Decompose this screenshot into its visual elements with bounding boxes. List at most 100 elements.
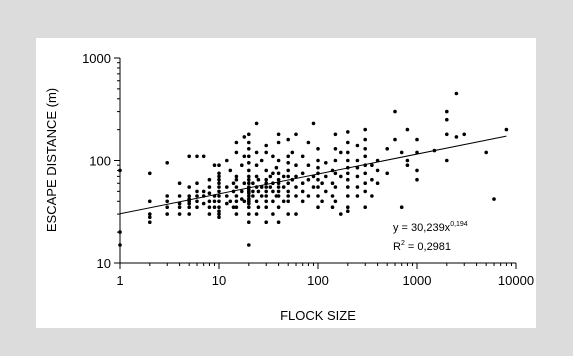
data-point bbox=[316, 165, 320, 170]
data-point bbox=[234, 174, 239, 179]
data-point bbox=[363, 205, 368, 209]
data-point bbox=[234, 205, 239, 209]
data-point bbox=[281, 174, 286, 179]
data-point bbox=[320, 181, 324, 185]
data-point bbox=[355, 143, 360, 148]
points-layer bbox=[118, 91, 509, 247]
data-point bbox=[415, 177, 419, 182]
y-tick-label: 1000 bbox=[82, 51, 111, 66]
data-point bbox=[346, 150, 350, 155]
data-point bbox=[306, 140, 311, 145]
data-point bbox=[462, 132, 467, 137]
data-point bbox=[415, 150, 419, 155]
data-point bbox=[212, 205, 217, 209]
data-point bbox=[286, 154, 290, 159]
data-point bbox=[259, 194, 264, 198]
data-point bbox=[259, 158, 264, 163]
data-point bbox=[454, 135, 459, 139]
data-point bbox=[355, 158, 360, 163]
data-point bbox=[300, 171, 305, 176]
data-point bbox=[405, 158, 410, 163]
scatter-chart: 1 10 100 1000 10000 10 100 1000 y = 30,239x0,19… bbox=[44, 51, 534, 323]
data-point bbox=[276, 194, 281, 198]
y-tick-label: 100 bbox=[89, 154, 111, 169]
data-point bbox=[217, 189, 221, 194]
data-point bbox=[177, 181, 182, 185]
data-point bbox=[316, 205, 320, 209]
data-point bbox=[300, 154, 305, 159]
data-point bbox=[217, 199, 221, 204]
data-point bbox=[234, 194, 239, 198]
data-point bbox=[393, 137, 397, 142]
chart-frame: 1 10 100 1000 10000 10 100 1000 y = 30,239x0,19… bbox=[36, 38, 536, 328]
data-point bbox=[217, 215, 221, 219]
data-point bbox=[370, 163, 374, 167]
data-point bbox=[254, 150, 259, 155]
data-point bbox=[294, 212, 298, 216]
data-point bbox=[333, 147, 338, 151]
data-point bbox=[286, 181, 290, 185]
data-point bbox=[276, 205, 281, 209]
data-point bbox=[118, 243, 122, 247]
data-point bbox=[294, 194, 298, 198]
data-point bbox=[242, 154, 247, 159]
data-point bbox=[165, 161, 169, 165]
data-point bbox=[217, 194, 221, 198]
data-point bbox=[254, 174, 259, 179]
data-point bbox=[217, 174, 221, 179]
data-point bbox=[268, 185, 273, 189]
data-point bbox=[274, 165, 279, 170]
data-point bbox=[247, 177, 251, 182]
data-point bbox=[370, 177, 374, 182]
data-point bbox=[363, 189, 368, 194]
data-point bbox=[355, 174, 360, 179]
fit-equation: y = 30,239x0,194 bbox=[393, 221, 468, 234]
data-point bbox=[355, 165, 360, 170]
data-point bbox=[330, 205, 335, 209]
data-point bbox=[294, 174, 298, 179]
data-point bbox=[217, 205, 221, 209]
data-point bbox=[346, 130, 350, 134]
data-point bbox=[346, 194, 350, 198]
data-point bbox=[286, 189, 290, 194]
data-point bbox=[363, 181, 368, 185]
data-point bbox=[276, 132, 281, 137]
data-point bbox=[251, 189, 255, 194]
data-point bbox=[330, 194, 335, 198]
data-point bbox=[207, 205, 212, 209]
data-point bbox=[264, 199, 268, 204]
data-point bbox=[399, 205, 404, 209]
data-point bbox=[240, 163, 244, 167]
data-point bbox=[311, 121, 316, 126]
data-point bbox=[445, 132, 449, 137]
data-point bbox=[195, 194, 199, 198]
data-point bbox=[415, 137, 419, 142]
data-point bbox=[247, 243, 251, 247]
data-point bbox=[339, 150, 343, 155]
x-tick-label: 1000 bbox=[403, 273, 432, 288]
data-point bbox=[286, 137, 290, 142]
data-point bbox=[247, 154, 251, 159]
data-point bbox=[264, 143, 268, 148]
data-point bbox=[355, 194, 360, 198]
data-point bbox=[320, 199, 324, 204]
data-point bbox=[316, 194, 320, 198]
data-point bbox=[286, 194, 290, 198]
data-point bbox=[165, 194, 169, 198]
data-point bbox=[234, 177, 239, 182]
data-point bbox=[207, 212, 212, 216]
data-point bbox=[363, 147, 368, 151]
data-point bbox=[333, 132, 338, 137]
data-point bbox=[306, 194, 311, 198]
data-point bbox=[254, 121, 259, 126]
data-point bbox=[217, 181, 221, 185]
data-point bbox=[355, 185, 360, 189]
data-point bbox=[264, 185, 268, 189]
data-point bbox=[187, 194, 191, 198]
data-point bbox=[242, 199, 247, 204]
data-point bbox=[207, 185, 212, 189]
data-point bbox=[346, 209, 350, 213]
data-point bbox=[256, 205, 261, 209]
data-point bbox=[333, 199, 338, 204]
data-point bbox=[240, 197, 244, 201]
